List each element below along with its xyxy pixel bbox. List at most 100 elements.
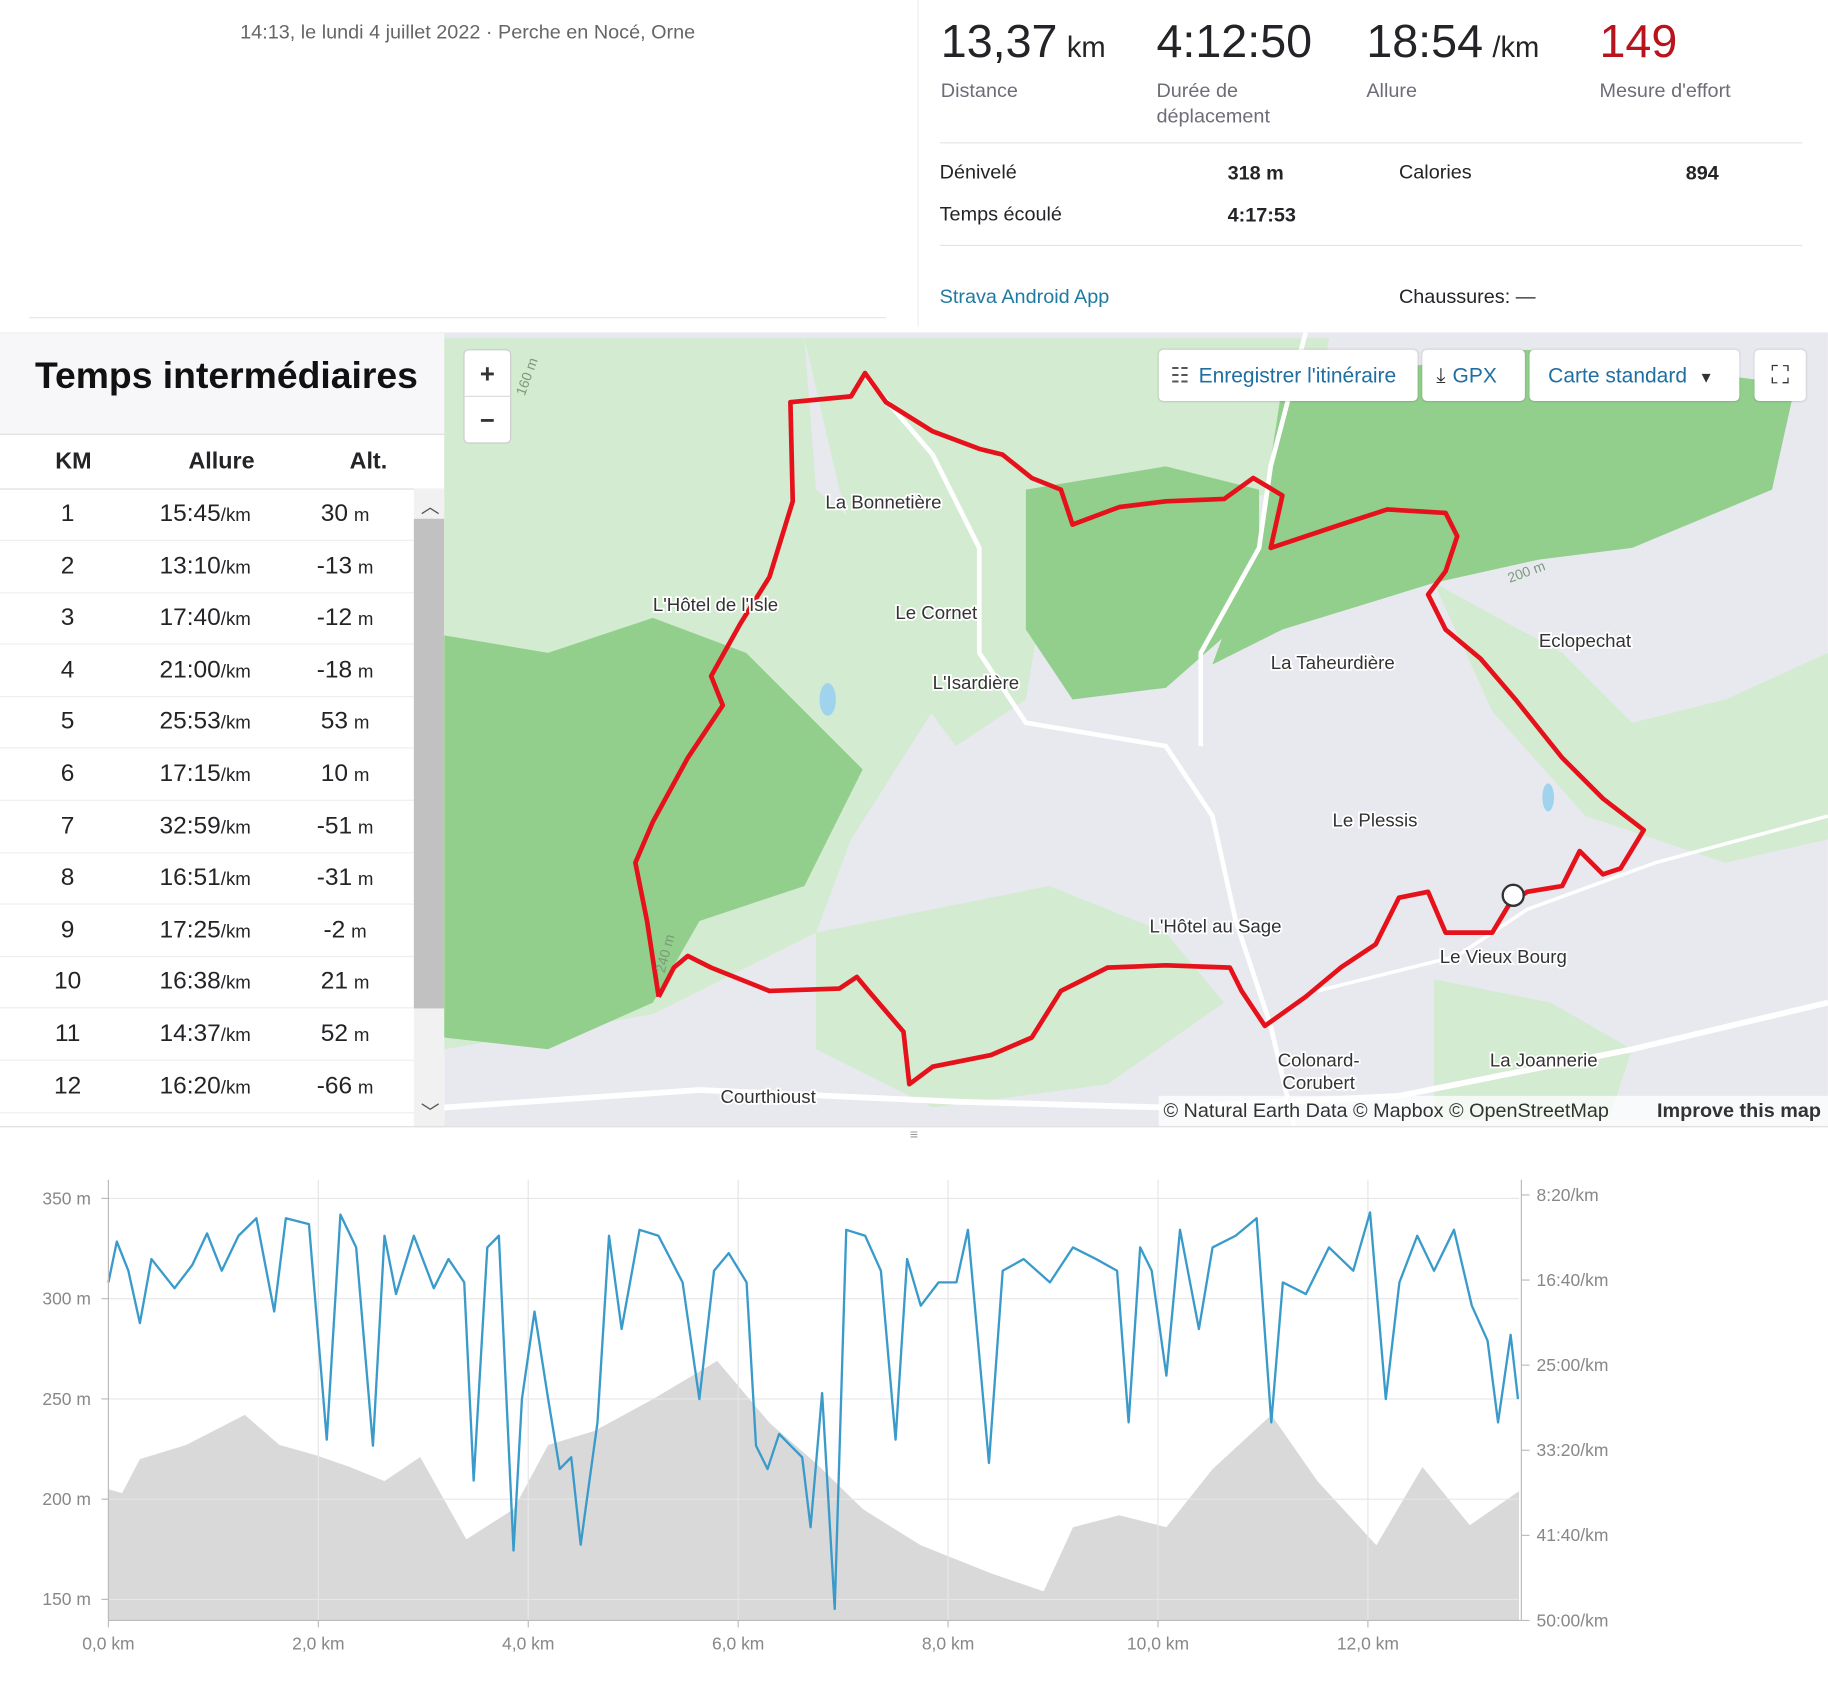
road xyxy=(860,371,1297,1127)
scroll-thumb[interactable] xyxy=(413,518,445,1009)
km-cell: 11 xyxy=(33,1020,103,1048)
split-row: 3 17:40/km -12 m xyxy=(0,592,414,645)
pace: 16:51 xyxy=(159,864,221,891)
pace-cell: 16:51/km xyxy=(140,864,271,892)
scroll-up[interactable]: ︿ xyxy=(420,497,440,518)
alt-unit: m xyxy=(357,557,374,578)
road xyxy=(1316,814,1828,993)
map-style-button[interactable]: Carte standard ▼ xyxy=(1529,349,1740,402)
y-tick-label: 300 m xyxy=(42,1289,91,1309)
pace-cell: 32:59/km xyxy=(140,812,271,840)
alt-unit: m xyxy=(351,921,367,942)
chart: 150 m 200 m 250 m 300 m 350 m 8:20/km 16:40/km… xyxy=(42,1179,1609,1654)
alt: -66 xyxy=(316,1072,353,1099)
gpx-button[interactable]: ⤓ GPX xyxy=(1422,349,1525,402)
pace-cell: 13:10/km xyxy=(140,552,271,580)
forest xyxy=(1212,349,1796,665)
km: 4 xyxy=(60,656,75,683)
alt-cell: 21 m xyxy=(291,968,398,996)
km-cell: 6 xyxy=(33,760,103,788)
alt: 10 xyxy=(320,760,349,787)
stat-unit: km xyxy=(1066,31,1106,65)
scroll-down[interactable]: ﹀ xyxy=(420,1104,440,1124)
place-label: La Bonnetière xyxy=(825,491,941,512)
button-label: Enregistrer l'itinéraire xyxy=(1198,363,1397,388)
km: 2 xyxy=(60,552,75,579)
zoom-in[interactable]: + xyxy=(480,360,495,388)
divider xyxy=(917,0,919,327)
save-route-button[interactable]: ☷ Enregistrer l'itinéraire xyxy=(1158,349,1418,402)
x-tick-label: 4,0 km xyxy=(502,1634,554,1654)
alt-cell: -12 m xyxy=(291,604,398,632)
km-cell: 2 xyxy=(33,552,103,580)
stat-label: Distance xyxy=(940,79,1018,102)
divider xyxy=(939,142,1803,144)
alt-cell: -31 m xyxy=(291,864,398,892)
km-cell: 3 xyxy=(33,604,103,632)
km: 9 xyxy=(60,916,75,943)
splits-panel: Temps intermédiaires KM Allure Alt. 1 15:… xyxy=(0,332,445,1128)
place-label: Le Plessis xyxy=(1333,810,1418,831)
split-row: 9 17:25/km -2 m xyxy=(0,904,414,957)
km-cell: 10 xyxy=(33,968,103,996)
road xyxy=(1198,332,1308,747)
pace-unit: /km xyxy=(220,921,251,942)
y2-tick-label: 50:00/km xyxy=(1537,1610,1609,1630)
pace-line xyxy=(107,1211,1520,1611)
y2-tick-label: 41:40/km xyxy=(1537,1525,1609,1545)
fullscreen-button[interactable]: ⛶ xyxy=(1754,349,1806,402)
forest xyxy=(444,617,863,1050)
pace-unit: /km xyxy=(220,505,251,526)
resize-handle[interactable]: ≡ xyxy=(0,1126,1828,1143)
split-row: 5 25:53/km 53 m xyxy=(0,696,414,749)
alt: -51 xyxy=(316,812,353,839)
y2-tick-label: 33:20/km xyxy=(1537,1440,1609,1460)
split-row: 11 14:37/km 52 m xyxy=(0,1008,414,1061)
scrollbar[interactable]: ︿ ﹀ xyxy=(413,488,445,1128)
split-row: 12 16:20/km -66 m xyxy=(0,1060,414,1113)
pace: 21:00 xyxy=(159,656,221,683)
pace-unit: /km xyxy=(220,1025,251,1046)
improve-map[interactable]: Improve this map xyxy=(1657,1100,1821,1122)
split-row: 8 16:51/km -31 m xyxy=(0,852,414,905)
alt: 52 xyxy=(320,1020,349,1047)
pace-unit: /km xyxy=(220,973,251,994)
column-header: Allure xyxy=(188,448,255,475)
pace: 25:53 xyxy=(159,708,221,735)
device-link[interactable]: Strava Android App xyxy=(939,285,1110,308)
km: 1 xyxy=(60,500,75,527)
alt: 30 xyxy=(320,500,349,527)
stat-label: Mesure d'effort xyxy=(1599,79,1731,102)
alt-unit: m xyxy=(357,661,374,682)
x-tick-label: 10,0 km xyxy=(1127,1634,1189,1654)
stat-unit: /km xyxy=(1492,31,1540,65)
pace-cell: 17:15/km xyxy=(140,760,271,788)
pace-unit: /km xyxy=(220,765,251,786)
y2-tick-label: 25:00/km xyxy=(1537,1355,1609,1375)
place-label: Corubert xyxy=(1282,1072,1355,1093)
split-row: 4 21:00/km -18 m xyxy=(0,644,414,697)
pace: 15:45 xyxy=(159,500,221,527)
place-label: Colonard- xyxy=(1278,1050,1360,1071)
alt-cell: 52 m xyxy=(291,1020,398,1048)
km: 10 xyxy=(53,968,82,995)
place-label: Le Vieux Bourg xyxy=(1440,946,1567,967)
zoom-out[interactable]: − xyxy=(480,407,495,435)
km-cell: 7 xyxy=(33,812,103,840)
detail-label: Calories xyxy=(1398,160,1472,184)
map[interactable]: La Bonnetière L'Hôtel de l'Isle Le Corne… xyxy=(444,332,1828,1127)
button-label: Carte standard xyxy=(1548,363,1688,388)
pond xyxy=(819,683,836,716)
place-label: L'Isardière xyxy=(933,672,1019,693)
km: 5 xyxy=(60,708,75,735)
y-tick-label: 350 m xyxy=(42,1188,91,1208)
x-tick-label: 0,0 km xyxy=(82,1634,134,1654)
pace-unit: /km xyxy=(220,869,251,890)
km: 6 xyxy=(60,760,75,787)
pace: 17:15 xyxy=(159,760,221,787)
detail-label: Temps écoulé xyxy=(939,202,1062,225)
stat-value: 149 xyxy=(1599,16,1678,68)
pace-cell: 17:40/km xyxy=(140,604,271,632)
finish-marker xyxy=(1501,883,1525,907)
y2-tick-label: 16:40/km xyxy=(1537,1270,1609,1290)
